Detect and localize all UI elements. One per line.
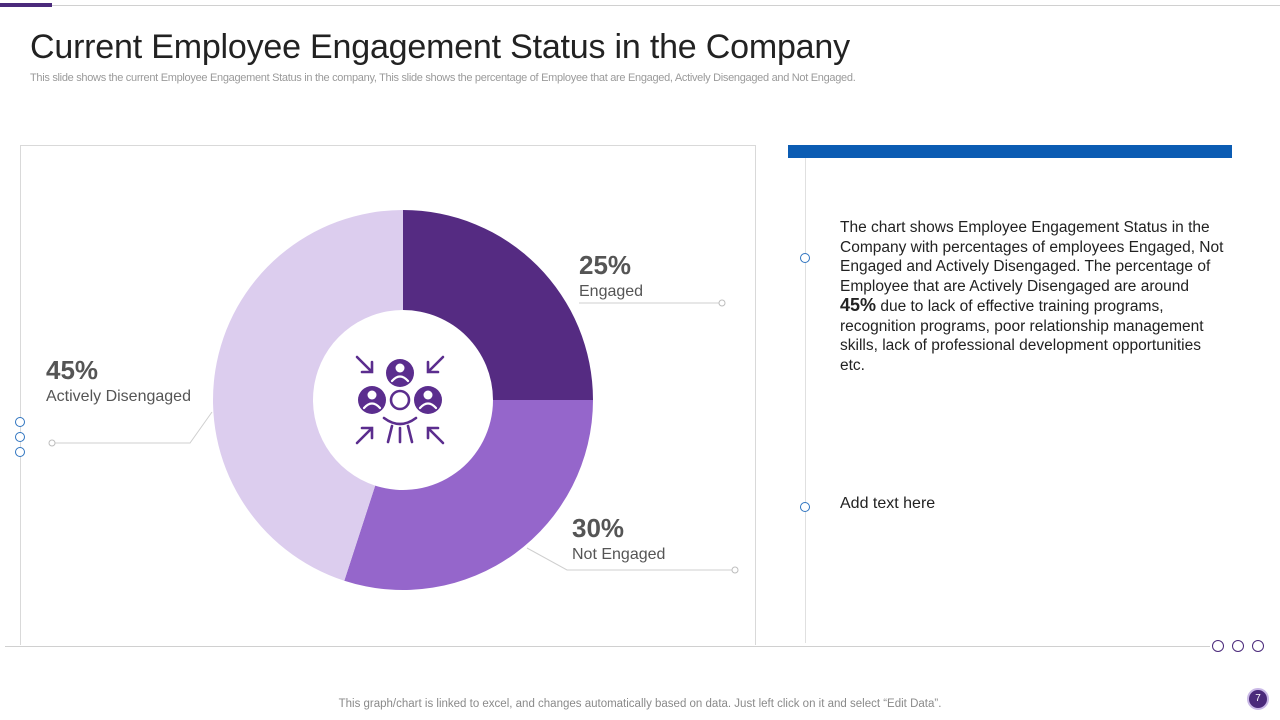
donut-chart[interactable]: 25% Engaged 30% Not Engaged 45% Actively Dise… [0,0,760,660]
add-text-placeholder[interactable]: Add text here [840,495,936,512]
timeline-dot-2 [800,502,810,512]
data-label-value-not-engaged: 30% [572,513,624,543]
description-after: due to lack of effective training progra… [840,298,1204,374]
description-header-bar [788,145,1232,158]
page-title: Current Employee Engagement Status in th… [30,28,850,66]
description-highlight: 45% [840,295,877,315]
team-meeting-icon [355,355,445,445]
leader-dot-not-engaged [731,566,739,574]
timeline-line [805,158,806,643]
slice-actively-disengaged[interactable] [212,210,403,581]
donut-hole [314,311,492,489]
data-label-value-engaged: 25% [579,250,631,280]
timeline-dot-1 [800,253,810,263]
top-divider [52,5,1280,6]
nav-dot-1[interactable] [1212,640,1224,652]
leader-dot-actively-disengaged [48,439,56,447]
page-subtitle: This slide shows the current Employee En… [30,72,856,84]
nav-dot-2[interactable] [1232,640,1244,652]
side-dot-1 [15,417,25,427]
leader-line-actively-disengaged [52,411,213,444]
description-text: The chart shows Employee Engagement Stat… [840,218,1225,375]
data-label-value-actively-disengaged: 45% [46,355,98,385]
data-label-category-actively-disengaged: Actively Disengaged [46,388,191,405]
nav-dot-3[interactable] [1252,640,1264,652]
slice-not-engaged[interactable] [344,400,593,590]
data-label-category-engaged: Engaged [579,283,643,300]
page-number-badge: 7 [1247,688,1269,710]
data-label-category-not-engaged: Not Engaged [572,546,665,563]
top-accent-bar [0,3,52,7]
slice-engaged[interactable] [403,210,593,400]
leader-line-not-engaged [526,547,735,571]
side-dot-3 [15,447,25,457]
bottom-divider [5,646,1210,647]
chart-panel [20,145,756,645]
side-dot-2 [15,432,25,442]
description-before: The chart shows Employee Engagement Stat… [840,219,1224,295]
footer-note: This graph/chart is linked to excel, and… [338,698,942,710]
leader-dot-engaged [718,299,726,307]
